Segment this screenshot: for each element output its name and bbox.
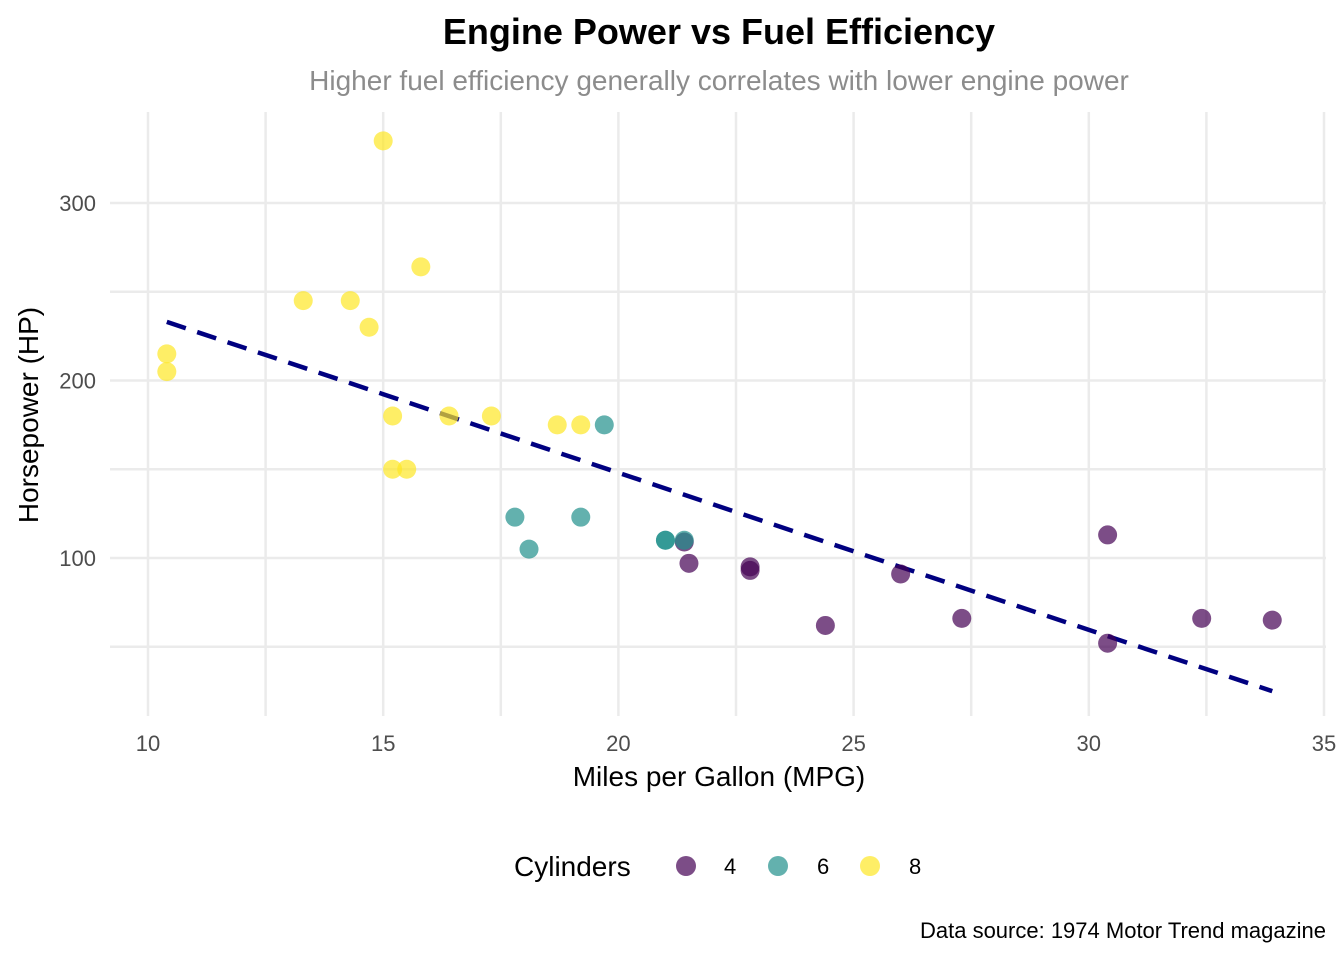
data-point-cyl-8 xyxy=(293,291,313,311)
y-tick-label: 300 xyxy=(59,191,96,216)
data-point-cyl-4 xyxy=(1098,633,1118,653)
data-point-cyl-8 xyxy=(383,459,403,479)
y-tick-label: 200 xyxy=(59,369,96,394)
legend-label-6: 6 xyxy=(817,854,829,879)
data-point-cyl-8 xyxy=(571,415,591,435)
data-point-cyl-6 xyxy=(505,507,525,527)
x-tick-label: 20 xyxy=(606,731,630,756)
trend-line xyxy=(166,319,1273,694)
data-point-cyl-6 xyxy=(594,415,614,435)
data-point-cyl-6 xyxy=(655,530,675,550)
data-point-cyl-4 xyxy=(1192,608,1212,628)
data-point-cyl-8 xyxy=(359,317,379,337)
legend-marker-8 xyxy=(860,856,880,876)
legend-label-8: 8 xyxy=(909,854,921,879)
data-point-cyl-4 xyxy=(891,564,911,584)
data-point-cyl-8 xyxy=(383,406,403,426)
data-point-cyl-8 xyxy=(157,362,177,382)
data-point-cyl-4 xyxy=(815,615,835,635)
data-point-cyl-4 xyxy=(952,608,972,628)
chart-subtitle: Higher fuel efficiency generally correla… xyxy=(309,65,1129,96)
x-tick-label: 10 xyxy=(136,731,160,756)
data-point-cyl-6 xyxy=(519,539,539,559)
data-point-cyl-6 xyxy=(674,530,694,550)
data-point-cyl-8 xyxy=(157,344,177,364)
legend-title: Cylinders xyxy=(514,851,631,882)
legend-marker-4 xyxy=(676,856,696,876)
data-point-cyl-6 xyxy=(571,507,591,527)
data-point-cyl-8 xyxy=(439,406,459,426)
data-points xyxy=(157,131,1282,653)
x-tick-label: 25 xyxy=(841,731,865,756)
data-point-cyl-8 xyxy=(397,459,417,479)
trend-line-layer xyxy=(166,319,1273,694)
x-tick-label: 15 xyxy=(371,731,395,756)
legend-label-4: 4 xyxy=(724,854,736,879)
data-point-cyl-8 xyxy=(340,291,360,311)
data-point-cyl-8 xyxy=(547,415,567,435)
grid-lines xyxy=(110,112,1326,716)
legend-marker-6 xyxy=(768,856,788,876)
data-point-cyl-4 xyxy=(679,553,699,573)
x-axis-label: Miles per Gallon (MPG) xyxy=(573,761,866,792)
data-point-cyl-8 xyxy=(481,406,501,426)
data-point-cyl-4 xyxy=(1262,610,1282,630)
y-axis-ticks: 100 200 300 xyxy=(59,191,96,571)
chart-caption: Data source: 1974 Motor Trend magazine xyxy=(920,918,1326,943)
chart-title: Engine Power vs Fuel Efficiency xyxy=(443,11,995,52)
data-point-cyl-8 xyxy=(373,131,393,151)
data-point-cyl-8 xyxy=(411,257,431,277)
data-point-cyl-4 xyxy=(740,557,760,577)
y-tick-label: 100 xyxy=(59,546,96,571)
y-axis-label: Horsepower (HP) xyxy=(13,307,44,523)
x-tick-label: 35 xyxy=(1312,731,1336,756)
x-tick-label: 30 xyxy=(1077,731,1101,756)
legend: Cylinders 4 6 8 xyxy=(514,851,921,882)
data-point-cyl-4 xyxy=(1098,525,1118,545)
x-axis-ticks: 10 15 20 25 30 35 xyxy=(136,731,1336,756)
